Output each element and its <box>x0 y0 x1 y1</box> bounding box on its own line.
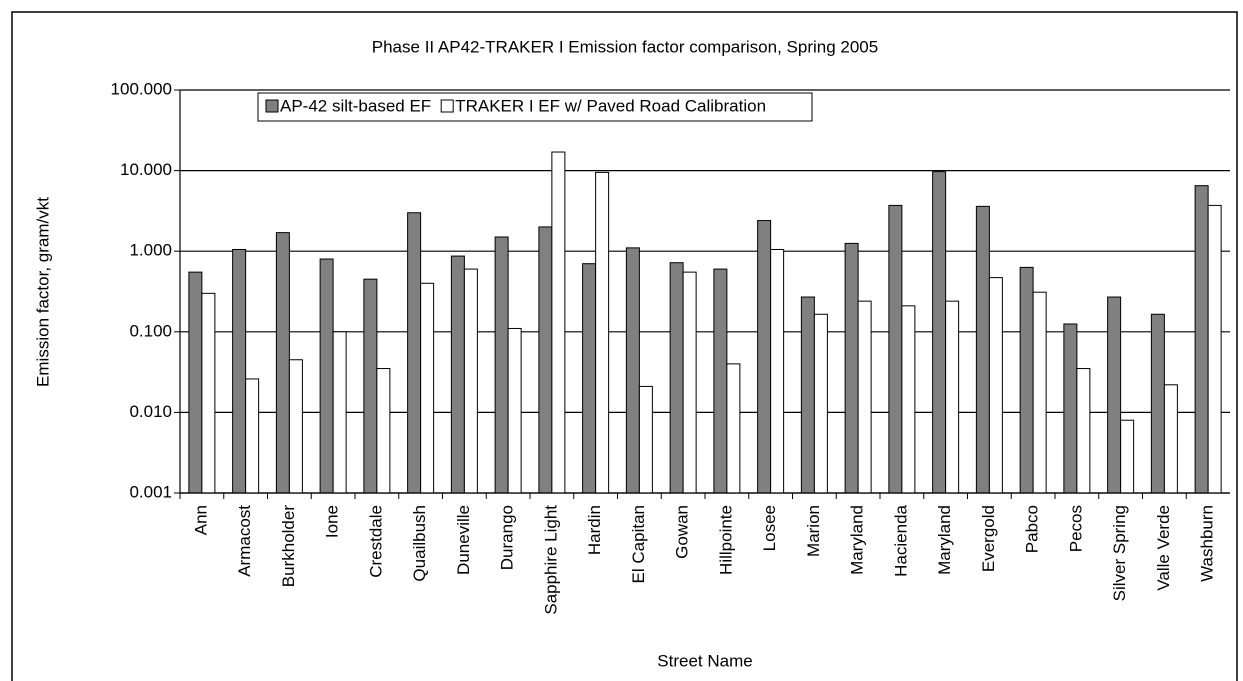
bar <box>245 378 260 494</box>
x-tick-label: Hillpointe <box>716 505 735 575</box>
bar <box>420 282 435 494</box>
bar <box>932 171 947 494</box>
bar <box>1194 185 1209 494</box>
x-tick-label: Losee <box>760 505 779 551</box>
bar <box>770 248 785 494</box>
x-tick-label: Sapphire Light <box>541 505 560 615</box>
y-tick-label: 100.000 <box>111 79 172 98</box>
x-tick-label: Burkholder <box>279 505 298 588</box>
x-tick-label: Armacost <box>235 505 254 577</box>
x-tick-label: Pabco <box>1023 505 1042 553</box>
bar <box>582 263 597 494</box>
bar <box>507 327 522 494</box>
bar <box>813 313 828 494</box>
legend-swatch <box>265 99 279 113</box>
bar <box>201 292 216 494</box>
bar <box>407 212 422 494</box>
y-tick-label: 0.001 <box>129 482 172 501</box>
bar <box>669 262 684 494</box>
x-tick-label: Ann <box>191 505 210 535</box>
y-tick-label: 1.000 <box>129 241 172 260</box>
bar <box>888 204 903 494</box>
bar <box>332 331 347 494</box>
bar <box>638 385 653 494</box>
x-tick-label: Duneville <box>454 505 473 575</box>
chart-border <box>11 11 1238 681</box>
legend-swatch <box>440 99 454 113</box>
bar <box>625 247 640 494</box>
bar <box>757 220 772 494</box>
bar <box>1063 323 1078 494</box>
x-tick-label: Hardin <box>585 505 604 555</box>
x-axis-title: Street Name <box>657 651 752 670</box>
x-tick-label: Crestdale <box>366 505 385 578</box>
bar <box>232 248 247 494</box>
x-tick-label: Durango <box>498 505 517 570</box>
x-tick-label: Pecos <box>1066 505 1085 552</box>
bar <box>595 171 610 494</box>
x-tick-label: Gowan <box>673 505 692 559</box>
bar <box>363 278 378 494</box>
bar <box>1107 296 1122 494</box>
legend-label: AP-42 silt-based EF <box>280 96 431 115</box>
legend-label: TRAKER I EF w/ Paved Road Calibration <box>455 96 766 115</box>
bar <box>494 236 509 494</box>
bar <box>376 368 391 494</box>
bar <box>988 277 1003 494</box>
bar <box>551 151 566 494</box>
bar <box>1150 313 1165 494</box>
bar <box>726 363 741 494</box>
bar <box>1120 419 1135 494</box>
x-tick-label: Valle Verde <box>1154 505 1173 591</box>
x-tick-label: Maryland <box>848 505 867 575</box>
x-tick-label: Washburn <box>1198 505 1217 582</box>
y-tick-label: 10.000 <box>120 160 172 179</box>
y-tick-label: 0.100 <box>129 321 172 340</box>
bar <box>188 271 203 494</box>
bar <box>901 305 916 494</box>
bar <box>1019 266 1034 494</box>
bar <box>538 226 553 494</box>
x-tick-label: Evergold <box>979 505 998 572</box>
chart-title: Phase II AP42-TRAKER I Emission factor c… <box>372 37 878 56</box>
legend-box <box>257 92 813 122</box>
x-tick-label: Silver Spring <box>1110 505 1129 601</box>
bar <box>975 205 990 494</box>
bar <box>275 232 290 494</box>
bar <box>1032 291 1047 494</box>
bar <box>1163 384 1178 494</box>
bar <box>857 300 872 494</box>
bar <box>463 268 478 494</box>
bar <box>1076 368 1091 494</box>
bar <box>844 242 859 494</box>
x-tick-label: Hacienda <box>891 504 910 576</box>
y-axis-title: Emission factor, gram/vkt <box>33 197 52 387</box>
bar <box>319 258 334 494</box>
y-tick-label: 0.010 <box>129 402 172 421</box>
bar <box>945 300 960 494</box>
bar <box>450 255 465 494</box>
bar <box>800 296 815 494</box>
bar <box>682 271 697 494</box>
x-tick-label: Marion <box>804 505 823 557</box>
bar <box>1207 204 1222 494</box>
x-tick-label: Quailbush <box>410 505 429 582</box>
bar <box>288 359 303 494</box>
bar <box>713 268 728 494</box>
x-tick-label: Maryland <box>935 505 954 575</box>
x-tick-label: El Capitan <box>629 505 648 583</box>
x-tick-label: Ione <box>323 505 342 538</box>
